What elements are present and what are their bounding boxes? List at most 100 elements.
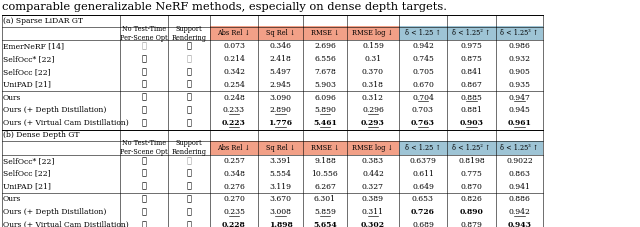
Text: 0.442: 0.442 xyxy=(362,170,384,178)
Text: 9.188: 9.188 xyxy=(314,157,336,165)
Text: (b) Dense Depth GT: (b) Dense Depth GT xyxy=(3,131,79,139)
Text: 5.859: 5.859 xyxy=(314,208,336,216)
Text: 0.073: 0.073 xyxy=(223,42,245,50)
Text: ✓: ✓ xyxy=(141,157,147,165)
Text: 2.696: 2.696 xyxy=(314,42,336,50)
Text: δ < 1.25 ↑: δ < 1.25 ↑ xyxy=(405,144,441,152)
Text: 6.301: 6.301 xyxy=(314,195,336,203)
Text: Sq Rel ↓: Sq Rel ↓ xyxy=(266,144,295,152)
Text: ✓: ✓ xyxy=(141,94,147,102)
Text: 0.383: 0.383 xyxy=(362,157,384,165)
Text: 0.763: 0.763 xyxy=(411,119,435,127)
Text: 0.235: 0.235 xyxy=(223,208,245,216)
Text: 0.254: 0.254 xyxy=(223,81,245,89)
Bar xyxy=(210,141,399,155)
Text: 0.611: 0.611 xyxy=(412,170,434,178)
Text: 0.233: 0.233 xyxy=(223,106,245,114)
Text: 0.293: 0.293 xyxy=(361,119,385,127)
Text: ✓: ✓ xyxy=(186,170,191,178)
Text: No Test-Time
Per-Scene Opt: No Test-Time Per-Scene Opt xyxy=(120,139,168,156)
Text: ✓: ✓ xyxy=(186,195,191,203)
Text: 5.654: 5.654 xyxy=(313,221,337,227)
Text: SelfOcc [22]: SelfOcc [22] xyxy=(3,68,51,76)
Text: 0.223: 0.223 xyxy=(222,119,246,127)
Text: 0.935: 0.935 xyxy=(509,81,531,89)
Text: RMSE log ↓: RMSE log ↓ xyxy=(353,29,394,37)
Text: δ < 1.25² ↑: δ < 1.25² ↑ xyxy=(452,144,491,152)
Text: Ours (+ Virtual Cam Distillation): Ours (+ Virtual Cam Distillation) xyxy=(3,221,129,227)
Text: 0.875: 0.875 xyxy=(461,55,483,63)
Text: 0.941: 0.941 xyxy=(509,183,531,191)
Text: 3.119: 3.119 xyxy=(269,183,291,191)
Text: 0.248: 0.248 xyxy=(223,94,245,102)
Text: ✓: ✓ xyxy=(186,208,191,216)
Text: 0.296: 0.296 xyxy=(362,106,384,114)
Text: Ours (+ Depth Distillation): Ours (+ Depth Distillation) xyxy=(3,208,106,216)
Text: 3.008: 3.008 xyxy=(269,208,291,216)
Text: 2.890: 2.890 xyxy=(269,106,291,114)
Text: comparable generalizable NeRF methods, especially on dense depth targets.: comparable generalizable NeRF methods, e… xyxy=(2,2,447,12)
Text: 0.6379: 0.6379 xyxy=(410,157,436,165)
Text: 6.556: 6.556 xyxy=(314,55,336,63)
Text: 0.389: 0.389 xyxy=(362,195,384,203)
Text: 0.270: 0.270 xyxy=(223,195,245,203)
Text: ✓: ✓ xyxy=(141,106,147,114)
Text: δ < 1.25 ↑: δ < 1.25 ↑ xyxy=(405,29,441,37)
Text: 0.986: 0.986 xyxy=(509,42,531,50)
Bar xyxy=(399,141,543,155)
Text: 2.418: 2.418 xyxy=(269,55,291,63)
Text: 5.497: 5.497 xyxy=(269,68,291,76)
Text: 0.214: 0.214 xyxy=(223,55,245,63)
Text: 0.942: 0.942 xyxy=(509,208,531,216)
Text: ✓: ✓ xyxy=(186,119,191,127)
Text: 0.903: 0.903 xyxy=(460,119,483,127)
Text: Support
Rendering: Support Rendering xyxy=(172,25,207,42)
Text: Ours: Ours xyxy=(3,195,21,203)
Text: 1.776: 1.776 xyxy=(269,119,292,127)
Text: 0.745: 0.745 xyxy=(412,55,434,63)
Text: ✗: ✗ xyxy=(186,55,191,63)
Text: δ < 1.25³ ↑: δ < 1.25³ ↑ xyxy=(500,29,539,37)
Text: Sq Rel ↓: Sq Rel ↓ xyxy=(266,29,295,37)
Text: SelfOcc* [22]: SelfOcc* [22] xyxy=(3,157,54,165)
Text: Abs Rel ↓: Abs Rel ↓ xyxy=(218,144,250,152)
Text: 0.879: 0.879 xyxy=(461,221,483,227)
Text: ✓: ✓ xyxy=(141,195,147,203)
Text: δ < 1.25² ↑: δ < 1.25² ↑ xyxy=(452,29,491,37)
Text: 3.670: 3.670 xyxy=(269,195,291,203)
Text: 0.704: 0.704 xyxy=(412,94,434,102)
Text: 0.961: 0.961 xyxy=(508,119,531,127)
Text: 0.943: 0.943 xyxy=(508,221,531,227)
Text: SelfOcc [22]: SelfOcc [22] xyxy=(3,170,51,178)
Text: ✓: ✓ xyxy=(186,81,191,89)
Text: ✓: ✓ xyxy=(186,94,191,102)
Text: 6.267: 6.267 xyxy=(314,183,336,191)
Text: ✗: ✗ xyxy=(186,157,191,165)
Text: 5.554: 5.554 xyxy=(269,170,291,178)
Text: 0.885: 0.885 xyxy=(461,94,483,102)
Text: 0.705: 0.705 xyxy=(412,68,434,76)
Text: 0.327: 0.327 xyxy=(362,183,384,191)
Text: ✓: ✓ xyxy=(186,42,191,50)
Text: 0.886: 0.886 xyxy=(509,195,531,203)
Text: ✓: ✓ xyxy=(186,68,191,76)
Text: 0.342: 0.342 xyxy=(223,68,245,76)
Text: ✗: ✗ xyxy=(141,42,147,50)
Text: δ < 1.25³ ↑: δ < 1.25³ ↑ xyxy=(500,144,539,152)
Text: 0.370: 0.370 xyxy=(362,68,384,76)
Text: Ours (+ Depth Distillation): Ours (+ Depth Distillation) xyxy=(3,106,106,114)
Text: 10.556: 10.556 xyxy=(312,170,339,178)
Text: UniPAD [21]: UniPAD [21] xyxy=(3,81,51,89)
Text: 0.890: 0.890 xyxy=(460,208,483,216)
Text: (a) Sparse LiDAR GT: (a) Sparse LiDAR GT xyxy=(3,17,83,25)
Bar xyxy=(210,27,399,40)
Text: 2.945: 2.945 xyxy=(269,81,291,89)
Text: 0.867: 0.867 xyxy=(461,81,483,89)
Text: 0.863: 0.863 xyxy=(509,170,531,178)
Text: 0.228: 0.228 xyxy=(222,221,246,227)
Text: UniPAD [21]: UniPAD [21] xyxy=(3,183,51,191)
Text: ✓: ✓ xyxy=(141,183,147,191)
Text: 0.826: 0.826 xyxy=(461,195,483,203)
Text: 0.945: 0.945 xyxy=(509,106,531,114)
Text: No Test-Time
Per-Scene Opt: No Test-Time Per-Scene Opt xyxy=(120,25,168,42)
